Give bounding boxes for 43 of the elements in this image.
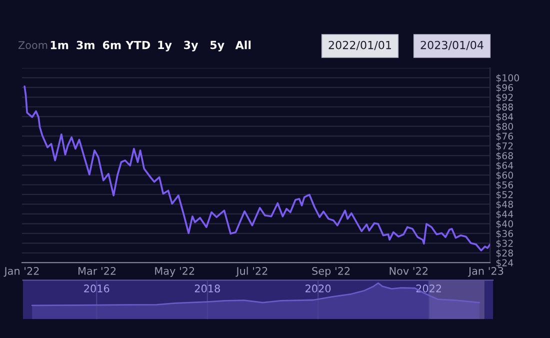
y-tick-label: $48 — [496, 200, 513, 210]
y-tick-label: $68 — [496, 152, 513, 161]
y-tick-label: $96 — [496, 84, 514, 92]
x-tick-label: Sep '22 — [312, 266, 350, 277]
line-series — [24, 86, 490, 252]
text: 2023/01/04 — [420, 40, 484, 50]
y-tick-label: $88 — [496, 103, 513, 112]
x-tick-label: May '22 — [155, 266, 194, 277]
y-tick-label: $56 — [496, 181, 514, 190]
x-tick-label: Mar '22 — [78, 266, 116, 275]
x-tick-label: Jul '22 — [236, 266, 268, 277]
y-tick-label: $28 — [496, 249, 513, 258]
y-tick-label: $24 — [496, 259, 514, 268]
x-tick-label: 2018 — [194, 284, 220, 292]
y-tick-label: $100 — [496, 74, 520, 83]
y-tick-label: $40 — [496, 220, 514, 229]
x-tick-label: Jan '22 — [4, 266, 39, 277]
x-tick-label: 2022 — [416, 284, 442, 292]
y-tick-label: $84 — [496, 113, 514, 122]
text: YTD — [126, 40, 150, 50]
x-tick-label: 2020 — [306, 284, 331, 292]
y-tick-label: $80 — [496, 122, 514, 132]
text: 5y — [210, 40, 224, 52]
text: 3m — [76, 40, 94, 50]
x-tick-label: Nov '22 — [390, 266, 428, 275]
y-tick-label: $64 — [496, 162, 514, 170]
y-tick-label: $36 — [496, 230, 514, 238]
text: 6m — [102, 40, 121, 50]
x-tick-label: Jan '23 — [468, 266, 504, 277]
text: All — [235, 40, 251, 50]
y-tick-label: $44 — [496, 210, 514, 219]
text: 2022/01/01 — [328, 40, 391, 50]
text: 3y — [184, 40, 198, 52]
x-tick-label: 2016 — [84, 284, 110, 292]
y-tick-label: $32 — [496, 240, 513, 248]
text: Zoom — [18, 41, 48, 50]
y-tick-label: $76 — [496, 132, 514, 142]
y-tick-label: $52 — [496, 190, 513, 200]
text: 1m — [50, 40, 68, 50]
y-tick-label: $72 — [496, 142, 513, 151]
y-tick-label: $60 — [496, 171, 514, 180]
text: 1y — [158, 40, 172, 52]
y-tick-label: $92 — [496, 94, 513, 102]
